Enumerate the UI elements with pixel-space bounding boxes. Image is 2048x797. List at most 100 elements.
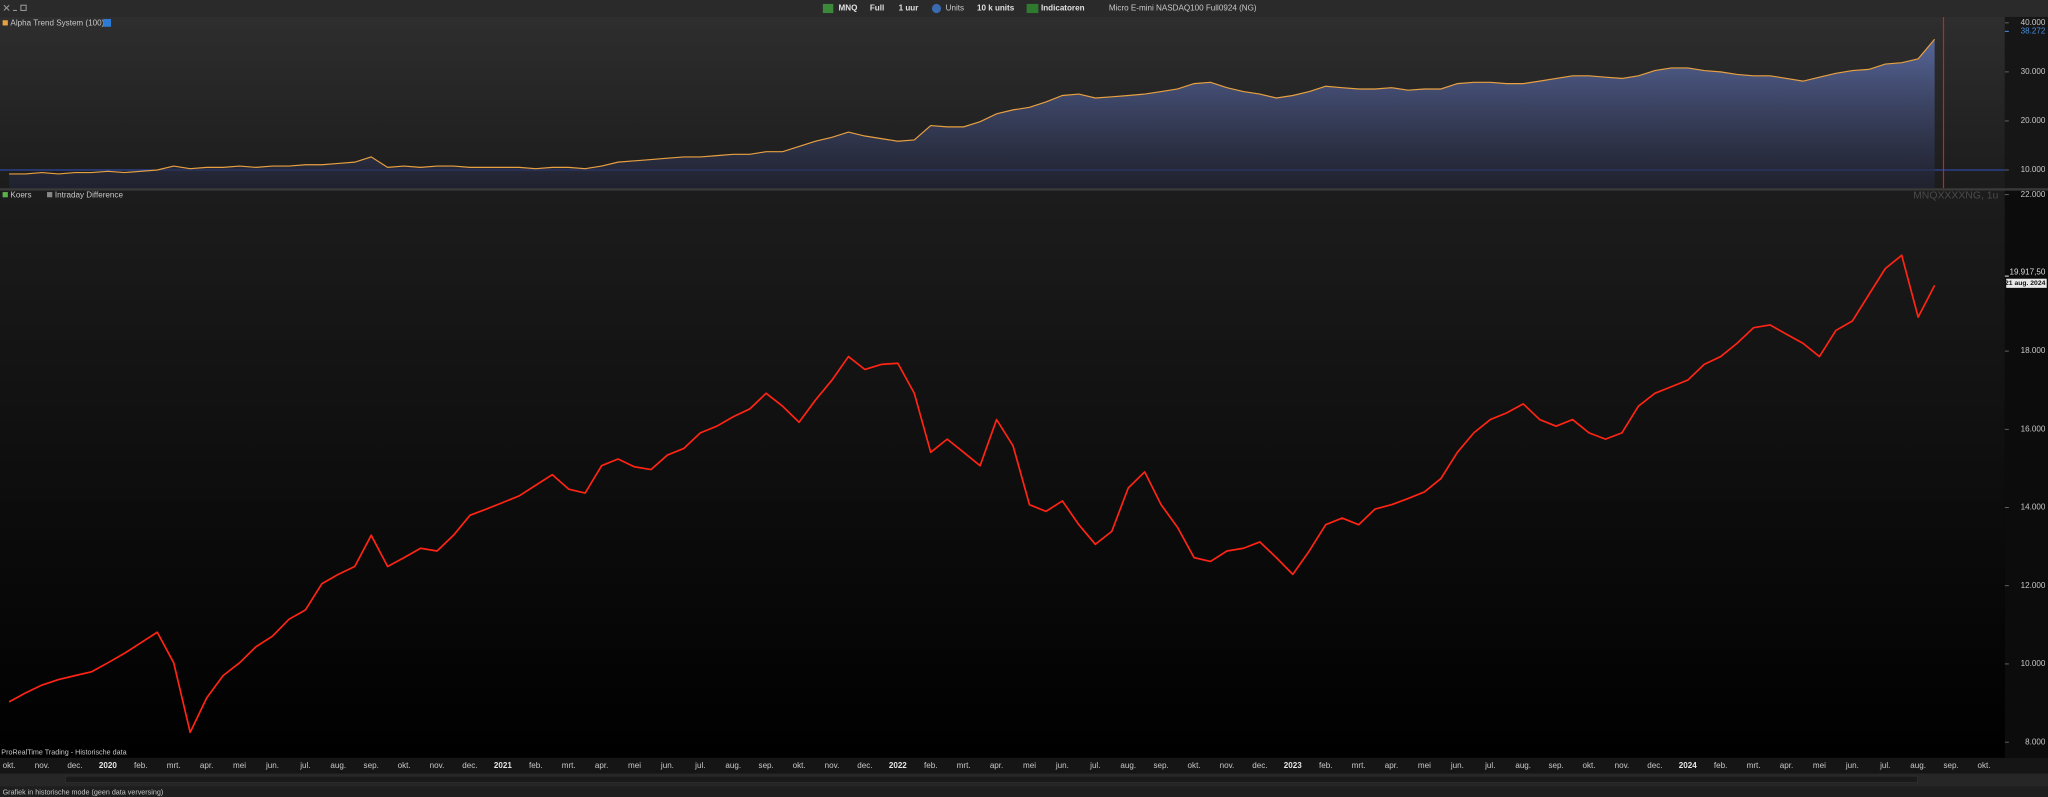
last-value-label: 38.272 xyxy=(2021,26,2046,35)
x-tick-label: sep. xyxy=(364,761,379,770)
y-tick-label: 10.000 xyxy=(2021,659,2046,668)
x-tick-label: aug. xyxy=(725,761,741,770)
y-tick-label: 20.000 xyxy=(2021,116,2046,125)
x-tick-label: okt. xyxy=(793,761,806,770)
x-tick-label: okt. xyxy=(398,761,411,770)
watermark: MNQXXXXNG, 1u xyxy=(1913,191,1998,202)
size-button[interactable]: 10 k units xyxy=(977,4,1015,13)
price-title: Koers xyxy=(10,190,31,199)
indicator-swatch xyxy=(47,192,53,198)
x-tick-label: nov. xyxy=(825,761,840,770)
x-tick-label: jul. xyxy=(299,761,310,770)
x-tick-label: apr. xyxy=(990,761,1003,770)
x-tick-label: mei xyxy=(233,761,246,770)
instrument-name: Micro E-mini NASDAQ100 Full0924 (NG) xyxy=(1109,4,1257,13)
x-tick-label: mrt. xyxy=(957,761,971,770)
x-tick-label: jul. xyxy=(1484,761,1495,770)
interval-button[interactable]: 1 uur xyxy=(899,4,920,13)
x-tick-label: nov. xyxy=(35,761,50,770)
x-tick-label: aug. xyxy=(1120,761,1136,770)
last-date-label: 21 aug. 2024 xyxy=(2005,280,2046,287)
x-tick-label: nov. xyxy=(1220,761,1235,770)
x-tick-label: apr. xyxy=(200,761,213,770)
x-tick-label: dec. xyxy=(1252,761,1267,770)
price-legend-swatch xyxy=(2,192,8,198)
x-tick-label: 2022 xyxy=(889,761,907,770)
scrollbar[interactable] xyxy=(64,775,1918,783)
x-tick-label: okt. xyxy=(3,761,16,770)
x-tick-label: sep. xyxy=(1154,761,1169,770)
status-bar xyxy=(0,786,2048,797)
x-tick-label: aug. xyxy=(1910,761,1926,770)
equity-legend-swatch xyxy=(2,20,8,26)
units-icon[interactable] xyxy=(931,3,942,14)
x-tick-label: feb. xyxy=(529,761,542,770)
x-tick-label: okt. xyxy=(1188,761,1201,770)
x-tick-label: 2024 xyxy=(1679,761,1697,770)
x-tick-label: aug. xyxy=(1515,761,1531,770)
panel-separator xyxy=(0,188,2048,191)
y-tick-label: 14.000 xyxy=(2021,503,2046,512)
refresh-button[interactable] xyxy=(103,18,112,27)
indicators-button[interactable]: Indicatoren xyxy=(1041,4,1085,13)
equity-line xyxy=(9,38,1936,175)
last-price-label: 19.917,50 xyxy=(2009,267,2045,276)
last-date-box xyxy=(2006,278,2047,288)
y-tick-label: 12.000 xyxy=(2021,581,2046,590)
equity-title: Alpha Trend System (100) xyxy=(10,19,104,28)
y-tick-label: 18.000 xyxy=(2021,346,2046,355)
footer-source: ProRealTime Trading - Historische data xyxy=(1,748,126,756)
x-tick-label: nov. xyxy=(430,761,445,770)
range-button[interactable]: Full xyxy=(870,4,884,13)
price-line xyxy=(8,254,1936,734)
x-tick-label: apr. xyxy=(595,761,608,770)
window-controls xyxy=(3,4,27,11)
x-tick-label: mrt. xyxy=(167,761,181,770)
x-tick-label: sep. xyxy=(759,761,774,770)
x-tick-label: sep. xyxy=(1548,761,1563,770)
x-tick-label: apr. xyxy=(1385,761,1398,770)
x-tick-label: feb. xyxy=(134,761,147,770)
y-tick-label: 22.000 xyxy=(2021,190,2046,199)
x-tick-label: jun. xyxy=(1450,761,1464,770)
x-axis xyxy=(0,757,2048,774)
x-tick-label: 2023 xyxy=(1284,761,1302,770)
x-tick-label: mei xyxy=(1023,761,1036,770)
x-tick-label: sep. xyxy=(1943,761,1958,770)
x-tick-label: dec. xyxy=(67,761,82,770)
x-tick-label: apr. xyxy=(1780,761,1793,770)
x-tick-label: mei xyxy=(1418,761,1431,770)
x-tick-label: dec. xyxy=(857,761,872,770)
y-tick-label: 40.000 xyxy=(2021,18,2046,27)
toolbar xyxy=(0,0,2048,17)
x-tick-label: mrt. xyxy=(1352,761,1366,770)
x-tick-label: jul. xyxy=(694,761,705,770)
x-tick-label: jul. xyxy=(1879,761,1890,770)
x-tick-label: 2020 xyxy=(99,761,117,770)
x-tick-label: nov. xyxy=(1615,761,1630,770)
status-text: Grafiek in historische mode (geen data v… xyxy=(3,788,164,796)
x-tick-label: feb. xyxy=(1319,761,1332,770)
x-tick-label: mrt. xyxy=(562,761,576,770)
x-tick-label: okt. xyxy=(1977,761,1990,770)
x-tick-label: jul. xyxy=(1089,761,1100,770)
units-button[interactable]: Units xyxy=(946,4,964,13)
x-tick-label: mei xyxy=(1813,761,1826,770)
y-tick-label: 16.000 xyxy=(2021,424,2046,433)
x-tick-label: mei xyxy=(628,761,641,770)
x-tick-label: feb. xyxy=(924,761,937,770)
symbol-icon[interactable] xyxy=(822,3,834,14)
symbol-button[interactable]: MNQ xyxy=(839,4,858,13)
x-tick-label: mrt. xyxy=(1747,761,1761,770)
equity-axis xyxy=(2004,16,2048,189)
x-tick-label: 2021 xyxy=(494,761,512,770)
y-tick-label: 30.000 xyxy=(2021,67,2046,76)
x-tick-label: feb. xyxy=(1714,761,1727,770)
x-tick-label: jun. xyxy=(1845,761,1859,770)
x-tick-label: okt. xyxy=(1583,761,1596,770)
indicators-icon[interactable] xyxy=(1026,3,1039,14)
x-tick-label: jun. xyxy=(1055,761,1069,770)
y-tick-label: 8.000 xyxy=(2025,737,2046,746)
price-panel xyxy=(0,190,2005,758)
